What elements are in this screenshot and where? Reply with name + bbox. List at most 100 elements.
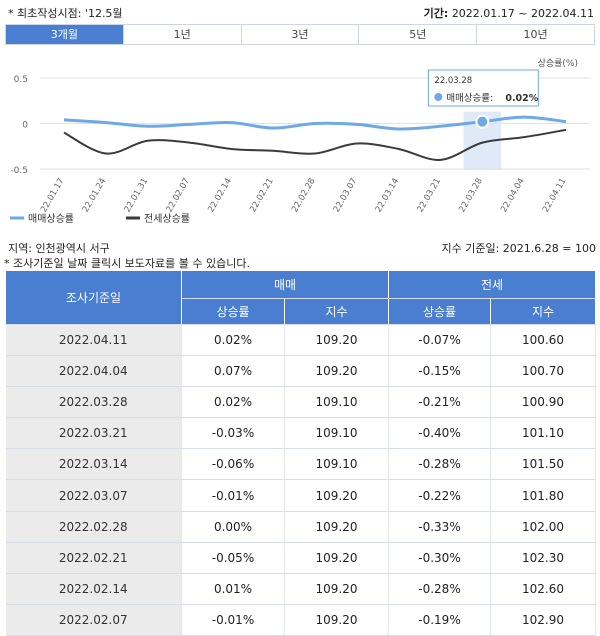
date-cell[interactable]: 2022.02.28 <box>5 511 182 543</box>
x-tick-label: 22.02.14 <box>206 176 234 214</box>
table-row: 2022.02.28 0.00% 109.20 -0.33% 102.00 <box>5 511 596 543</box>
jeonse-rate-cell: -0.28% <box>388 448 491 481</box>
jeonse-index-cell: 100.60 <box>490 324 596 357</box>
jeonse-rate-cell: -0.30% <box>388 542 491 574</box>
table-row: 2022.04.04 0.07% 109.20 -0.15% 100.70 <box>5 355 596 388</box>
date-cell[interactable]: 2022.03.14 <box>5 448 182 481</box>
tab-5years[interactable]: 5년 <box>359 25 478 44</box>
jeonse-index-cell: 101.50 <box>490 448 596 481</box>
tab-10years[interactable]: 10년 <box>477 25 594 44</box>
jeonse-index-header: 지수 <box>490 298 596 325</box>
jeonse-rate-cell: -0.07% <box>388 324 491 357</box>
period-value: 2022.01.17 ~ 2022.04.11 <box>451 7 594 20</box>
jeonse-rate-cell: -0.19% <box>388 604 491 636</box>
jeonse-rate-cell: -0.28% <box>388 573 491 605</box>
sale-index-header: 지수 <box>284 298 389 325</box>
jeonse-index-cell: 100.70 <box>490 355 596 388</box>
x-tick-label: 22.03.28 <box>457 177 485 215</box>
rate-table: 조사기준일 매매 전세 상승률 지수 상승률 지수 2022.04.11 0.02… <box>5 270 596 636</box>
y-tick-label: -0.5 <box>10 166 28 176</box>
x-tick-label: 22.01.17 <box>39 177 67 215</box>
index-base-label: 지수 기준일: 2021.6.28 = 100 <box>441 242 597 255</box>
jeonse-rate-cell: -0.33% <box>388 511 491 543</box>
sale-rate-cell: 0.02% <box>181 324 285 357</box>
y-tick-label: 0.5 <box>14 75 28 85</box>
sale-rate-cell: -0.01% <box>181 604 285 636</box>
sale-rate-cell: 0.01% <box>181 573 285 605</box>
sale-index-cell: 109.20 <box>284 542 389 574</box>
table-row: 2022.03.28 0.02% 109.10 -0.21% 100.90 <box>5 386 596 419</box>
y-tick-label: 0 <box>22 121 28 131</box>
table-row: 2022.04.11 0.02% 109.20 -0.07% 100.60 <box>5 324 596 357</box>
sale-index-cell: 109.10 <box>284 417 389 450</box>
jeonse-index-cell: 101.80 <box>490 479 596 512</box>
table-row: 2022.02.07 -0.01% 109.20 -0.19% 102.90 <box>5 604 596 636</box>
tooltip-value: 0.02% <box>505 93 538 104</box>
y-axis-label: 상승률(%) <box>538 58 578 69</box>
sale-rate-cell: 0.00% <box>181 511 285 543</box>
date-column-header: 조사기준일 <box>5 270 182 325</box>
jeonse-rate-cell: -0.22% <box>388 479 491 512</box>
jeonse-index-cell: 101.10 <box>490 417 596 450</box>
date-cell[interactable]: 2022.02.21 <box>5 542 182 574</box>
x-tick-label: 22.03.07 <box>332 177 360 215</box>
x-tick-label: 22.02.07 <box>165 177 193 215</box>
x-tick-label: 22.02.28 <box>290 177 318 215</box>
tab-1year[interactable]: 1년 <box>123 25 242 44</box>
table-row: 2022.03.21 -0.03% 109.10 -0.40% 101.10 <box>5 417 596 450</box>
x-tick-label: 22.01.24 <box>81 177 109 215</box>
highlight-point <box>475 114 490 129</box>
date-cell[interactable]: 2022.02.07 <box>5 604 182 636</box>
sale-index-cell: 109.20 <box>284 355 389 388</box>
date-cell[interactable]: 2022.04.11 <box>5 324 182 357</box>
tooltip-date: 22.03.28 <box>434 76 472 86</box>
sale-index-cell: 109.10 <box>284 448 389 481</box>
table-row: 2022.03.14 -0.06% 109.10 -0.28% 101.50 <box>5 448 596 481</box>
sale-rate-cell: 0.02% <box>181 386 285 419</box>
date-cell[interactable]: 2022.03.21 <box>5 417 182 450</box>
table-row: 2022.02.14 0.01% 109.20 -0.28% 102.60 <box>5 573 596 605</box>
tab-3months[interactable]: 3개월 <box>6 25 124 44</box>
jeonse-index-cell: 102.60 <box>490 573 596 605</box>
table-row: 2022.03.07 -0.01% 109.20 -0.22% 101.80 <box>5 479 596 512</box>
table-row: 2022.02.21 -0.05% 109.20 -0.30% 102.30 <box>5 542 596 574</box>
x-tick-label: 22.04.04 <box>499 177 527 215</box>
jeonse-index-cell: 102.30 <box>490 542 596 574</box>
sale-index-cell: 109.20 <box>284 573 389 605</box>
period-display: 기간: 2022.01.17 ~ 2022.04.11 <box>424 5 594 21</box>
x-tick-label: 22.04.11 <box>541 177 569 215</box>
jeonse-index-cell: 102.90 <box>490 604 596 636</box>
tooltip-series-dot <box>434 93 443 101</box>
table-body: 2022.04.11 0.02% 109.20 -0.07% 100.60 2022.04… <box>5 324 596 636</box>
x-tick-label: 22.02.21 <box>248 177 276 215</box>
sale-rate-cell: -0.03% <box>181 417 285 450</box>
sale-index-cell: 109.20 <box>284 324 389 357</box>
x-tick-label: 22.03.14 <box>374 177 402 215</box>
rate-line-chart: 0.5 0 -0.5 상승률(%) 22.01.17 22.01.24 22.01.31 22… <box>10 58 590 225</box>
jeonse-rate-cell: -0.21% <box>388 386 491 419</box>
x-tick-label: 22.01.31 <box>123 177 151 215</box>
sale-index-cell: 109.20 <box>284 479 389 512</box>
period-label: 기간: <box>423 7 449 20</box>
jeonse-rate-series-line <box>63 128 567 161</box>
tooltip-box <box>427 69 539 107</box>
first-written-note: * 최초작성시점: '12.5월 <box>8 7 123 20</box>
sale-index-cell: 109.10 <box>284 386 389 419</box>
jeonse-rate-header: 상승률 <box>388 298 491 325</box>
sale-rate-cell: -0.05% <box>181 542 285 574</box>
date-cell[interactable]: 2022.03.07 <box>5 479 182 512</box>
x-tick-label: 22.03.21 <box>416 177 444 215</box>
sale-index-cell: 109.20 <box>284 511 389 543</box>
sale-rate-header: 상승률 <box>181 298 285 325</box>
tab-3years[interactable]: 3년 <box>241 25 360 44</box>
sale-index-cell: 109.20 <box>284 604 389 636</box>
legend-sale-label: 매매상승률 <box>28 213 74 225</box>
jeonse-rate-cell: -0.40% <box>388 417 491 450</box>
jeonse-rate-cell: -0.15% <box>388 355 491 388</box>
sale-rate-cell: 0.07% <box>181 355 285 388</box>
top-info-row: * 최초작성시점: '12.5월 기간: 2022.01.17 ~ 2022.0… <box>0 0 600 24</box>
date-cell[interactable]: 2022.04.04 <box>5 355 182 388</box>
sale-group-header: 매매 <box>181 270 389 299</box>
date-cell[interactable]: 2022.03.28 <box>5 386 182 419</box>
date-cell[interactable]: 2022.02.14 <box>5 573 182 605</box>
